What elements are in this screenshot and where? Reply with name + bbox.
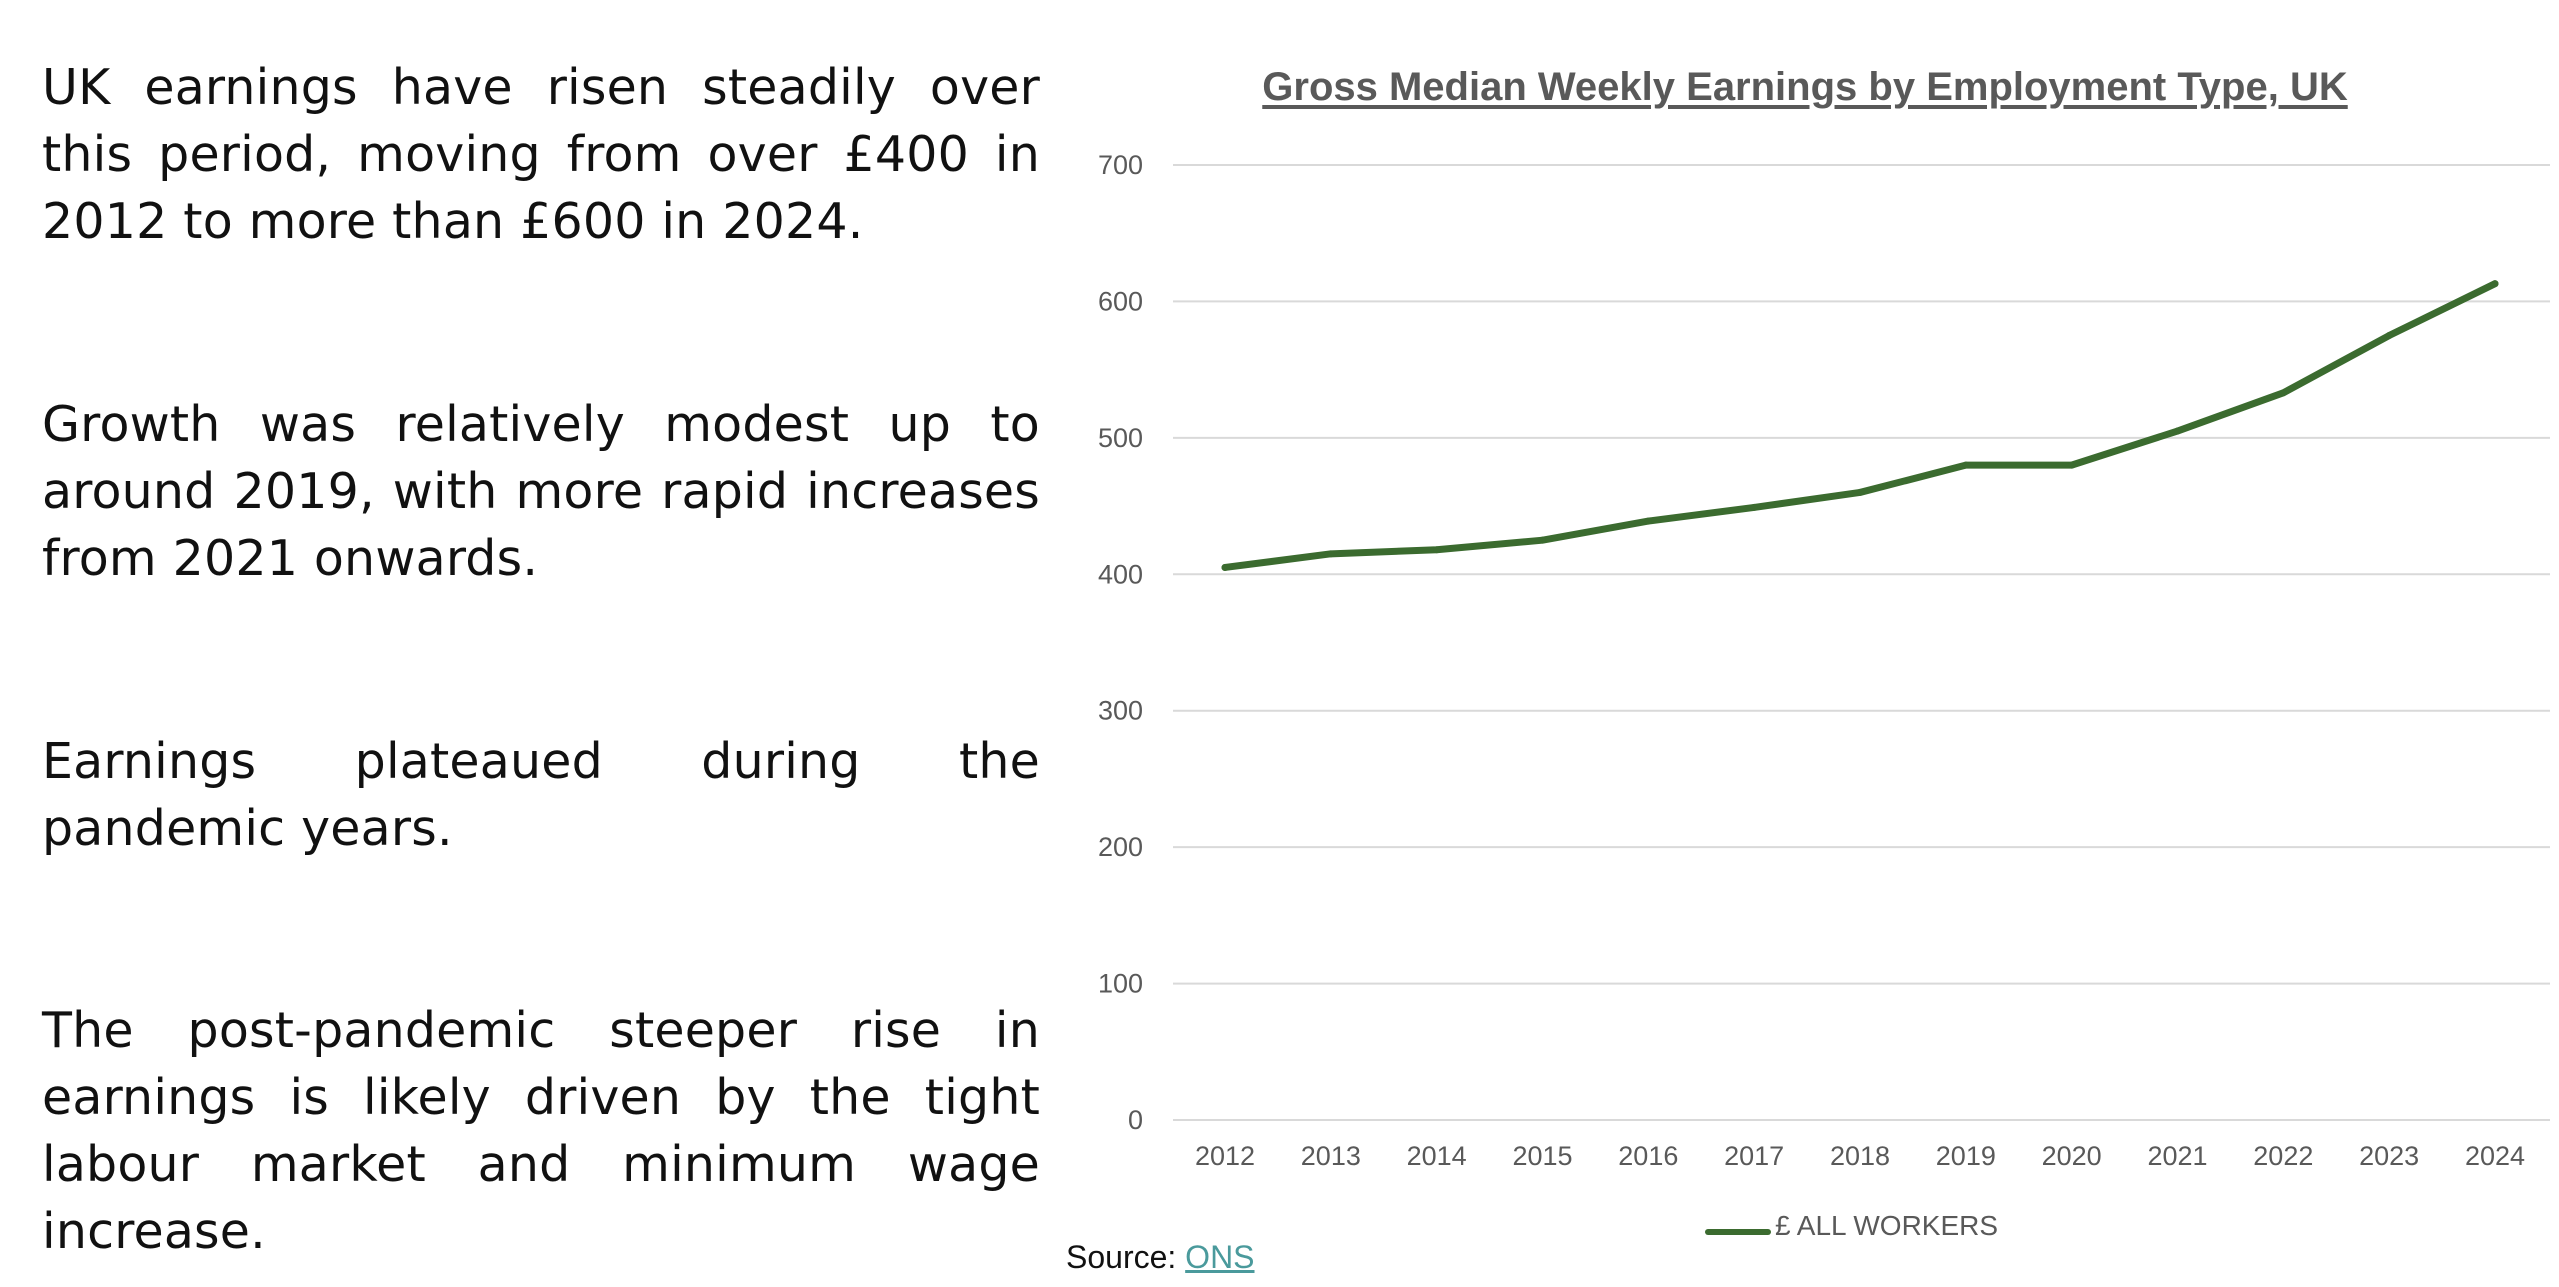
x-tick-label: 2016 [1618, 1141, 1678, 1171]
data-point [1856, 488, 1864, 496]
x-tick-label: 2012 [1195, 1141, 1255, 1171]
y-tick-label: 0 [1128, 1105, 1143, 1135]
chart-legend: £ ALL WORKERS [1055, 1208, 2555, 1248]
series-line-all-workers [1221, 280, 2499, 571]
earnings-chart: 0 100 200 300 400 500 600 700 2012 2013 2014 2015 20… [1055, 50, 2555, 1250]
x-tick-label: 2014 [1407, 1141, 1467, 1171]
source-note: Source: ONS [1066, 1239, 1255, 1276]
data-point [1433, 546, 1441, 554]
x-tick-label: 2020 [2042, 1141, 2102, 1171]
chart-title: Gross Median Weekly Earnings by Employme… [1262, 65, 2348, 109]
data-point [1221, 563, 1229, 571]
commentary-paragraph-3: Earnings plateaued during the pandemic y… [42, 733, 1040, 857]
x-tick-label: 2021 [2147, 1141, 2207, 1171]
x-tick-label: 2023 [2359, 1141, 2419, 1171]
data-point [2068, 461, 2076, 469]
y-tick-label: 600 [1098, 286, 1143, 316]
x-tick-label: 2018 [1830, 1141, 1890, 1171]
y-tick-label: 500 [1098, 423, 1143, 453]
chart-plot-area: 0 100 200 300 400 500 600 700 2012 2013 2014 2015 20… [1098, 150, 2550, 1171]
y-tick-label: 300 [1098, 696, 1143, 726]
data-point [1962, 461, 1970, 469]
data-point [2385, 332, 2393, 340]
data-point [1644, 517, 1652, 525]
commentary-paragraph-2: Growth was relatively modest up to aroun… [42, 396, 1040, 587]
x-tick-label: 2015 [1512, 1141, 1572, 1171]
y-tick-label: 100 [1098, 969, 1143, 999]
source-label: Source: [1066, 1239, 1186, 1275]
y-tick-label: 400 [1098, 559, 1143, 589]
data-point [2279, 389, 2287, 397]
legend-label: £ ALL WORKERS [1775, 1210, 1999, 1241]
source-link-ons[interactable]: ONS [1185, 1239, 1255, 1275]
data-point [2491, 280, 2499, 288]
y-tick-label: 700 [1098, 150, 1143, 180]
x-tick-label: 2022 [2253, 1141, 2313, 1171]
y-tick-label: 200 [1098, 832, 1143, 862]
commentary-paragraph-4: The post-pandemic steeper rise in earnin… [42, 1002, 1040, 1260]
x-tick-label: 2019 [1936, 1141, 1996, 1171]
commentary-paragraph-1: UK earnings have risen steadily over thi… [42, 59, 1040, 250]
commentary-panel: UK earnings have risen steadily over thi… [42, 54, 1040, 1274]
data-point [1750, 503, 1758, 511]
x-tick-label: 2024 [2465, 1141, 2525, 1171]
x-tick-label: 2013 [1301, 1141, 1361, 1171]
data-point [1539, 536, 1546, 544]
x-tick-label: 2017 [1724, 1141, 1784, 1171]
data-point [1327, 550, 1335, 558]
legend-line-swatch [1705, 1229, 1771, 1235]
data-point [2174, 427, 2181, 435]
